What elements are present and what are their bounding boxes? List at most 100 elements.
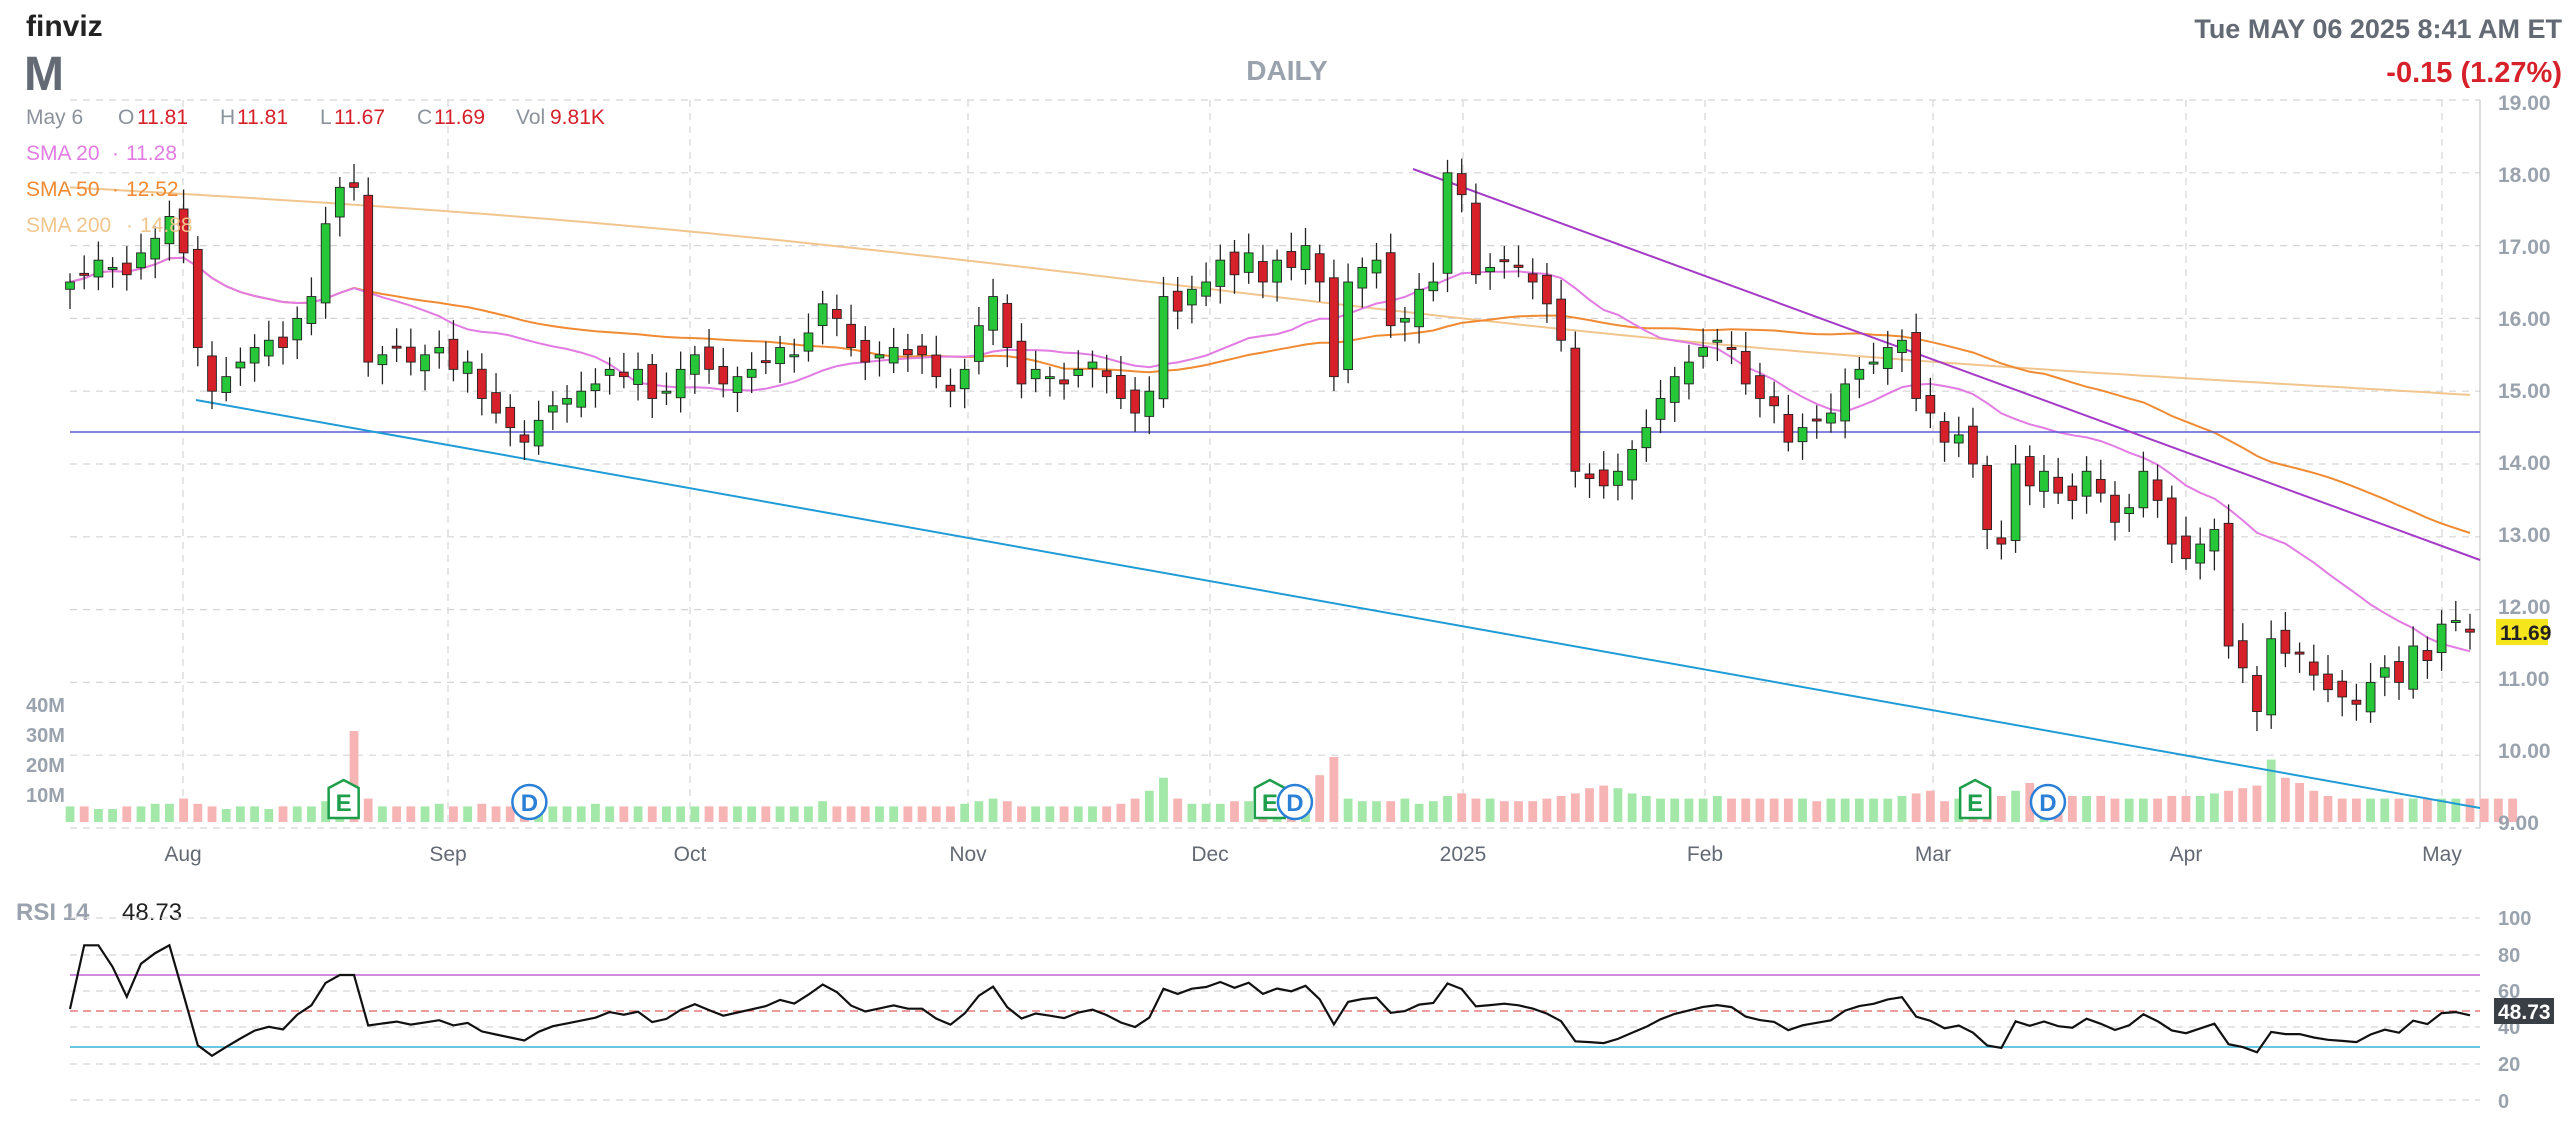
candle-body bbox=[1740, 350, 1751, 385]
volume-bar bbox=[1002, 801, 1012, 822]
candle-body bbox=[2138, 470, 2149, 509]
volume-bar bbox=[236, 806, 245, 822]
volume-bar bbox=[804, 806, 813, 822]
volume-bar bbox=[875, 806, 884, 822]
brand-logo[interactable]: finviz bbox=[26, 10, 103, 43]
volume-bar bbox=[1428, 801, 1438, 822]
volume-bar bbox=[1670, 798, 1680, 822]
volume-bar bbox=[1215, 803, 1225, 822]
rsi-panel: RSI 14 48.73 100 80 60 40 20 0 48.73 bbox=[16, 899, 2554, 1113]
candle-body bbox=[675, 368, 686, 399]
volume-bar bbox=[832, 806, 842, 822]
volume-bar bbox=[1159, 777, 1168, 822]
volume-bar bbox=[562, 806, 572, 822]
candle-body bbox=[476, 368, 487, 399]
candle-body bbox=[1073, 368, 1084, 376]
ohlc-date: May 6 bbox=[26, 106, 83, 129]
candle-body bbox=[1726, 347, 1737, 350]
volume-bar bbox=[1996, 796, 2006, 822]
candle-body bbox=[2280, 629, 2291, 654]
price-tick: 15.00 bbox=[2498, 380, 2551, 403]
volume-bar bbox=[2351, 798, 2361, 822]
candle-body bbox=[1911, 332, 1922, 399]
volume-bar bbox=[591, 803, 600, 822]
candle-body bbox=[1314, 253, 1325, 283]
candle-body bbox=[917, 345, 927, 356]
volume-bar bbox=[1783, 798, 1793, 822]
volume-bar bbox=[1542, 798, 1552, 822]
volume-bar bbox=[165, 803, 174, 822]
volume-bar bbox=[2252, 785, 2262, 822]
candle-body bbox=[1613, 470, 1623, 486]
date-tick: Oct bbox=[674, 843, 707, 866]
price-axis: 19.00 18.00 17.00 16.00 15.00 14.00 13.0… bbox=[2498, 92, 2551, 835]
volume-bar bbox=[221, 809, 231, 822]
volume-bar bbox=[2280, 777, 2290, 822]
candle-body bbox=[1499, 259, 1510, 263]
trendlines bbox=[70, 168, 2481, 809]
candle-body bbox=[235, 361, 246, 369]
candle-body bbox=[107, 266, 118, 270]
candle-body bbox=[1059, 379, 1069, 385]
candle-body bbox=[618, 371, 629, 378]
price-tick: 18.00 bbox=[2498, 164, 2551, 187]
volume-bar bbox=[363, 798, 373, 822]
candle-body bbox=[2237, 640, 2248, 669]
volume-bar bbox=[1514, 801, 1523, 822]
candle-body bbox=[192, 248, 203, 348]
candle-body bbox=[1144, 390, 1155, 417]
price-tick: 14.00 bbox=[2498, 452, 2551, 475]
volume-bar bbox=[2181, 796, 2191, 822]
candle-body bbox=[391, 345, 402, 349]
candle-body bbox=[136, 252, 146, 269]
candle-body bbox=[1201, 281, 1211, 297]
candle-body bbox=[2252, 674, 2262, 712]
candle-body bbox=[2365, 681, 2376, 713]
candle-body bbox=[746, 368, 757, 378]
candle-body bbox=[1002, 302, 1013, 348]
candle-body bbox=[789, 354, 800, 358]
volume-bar bbox=[931, 806, 941, 822]
volume-bar bbox=[1471, 798, 1481, 822]
candle-body bbox=[292, 317, 303, 341]
volume-bar bbox=[1656, 798, 1665, 822]
volume-bar bbox=[378, 806, 387, 822]
timeframe-label: DAILY bbox=[1246, 55, 1328, 86]
candle-body bbox=[1371, 259, 1382, 274]
price-tick: 16.00 bbox=[2498, 308, 2551, 331]
event-marker-label: E bbox=[1262, 790, 1278, 817]
candle-body bbox=[2053, 476, 2064, 494]
volume-bar bbox=[1684, 798, 1694, 822]
volume-bar bbox=[647, 806, 657, 822]
volume-bar bbox=[1230, 801, 1239, 822]
candle-body bbox=[1414, 288, 1424, 328]
volume-bar bbox=[122, 806, 132, 822]
candle-body bbox=[590, 383, 601, 392]
candle-body bbox=[1882, 347, 1893, 369]
candle-body bbox=[2294, 651, 2305, 655]
candle-body bbox=[1641, 427, 1652, 449]
candle-body bbox=[1542, 274, 1552, 305]
candle-body bbox=[1187, 288, 1197, 306]
volume-bar bbox=[2408, 798, 2418, 822]
volume-bar bbox=[2096, 796, 2106, 822]
last-price-value: 11.69 bbox=[2500, 622, 2551, 645]
ohlc-close-label: C bbox=[417, 106, 432, 129]
sma20-label: SMA 20 bbox=[26, 142, 100, 165]
candle-body bbox=[334, 186, 345, 218]
moving-average-lines bbox=[69, 186, 2471, 653]
candle-body bbox=[1755, 375, 1765, 399]
volume-bar bbox=[1073, 806, 1083, 822]
volume-bar bbox=[2266, 759, 2276, 822]
ohlc-open: 11.81 bbox=[137, 106, 188, 129]
price-change: -0.15 (1.27%) bbox=[2386, 57, 2562, 89]
candle-body bbox=[732, 376, 743, 393]
candle-body bbox=[647, 364, 658, 399]
volume-bar bbox=[250, 806, 260, 822]
price-tick: 12.00 bbox=[2498, 596, 2551, 619]
candle-body bbox=[1769, 396, 1779, 407]
candle-body bbox=[1840, 383, 1851, 422]
candle-body bbox=[2081, 470, 2092, 497]
